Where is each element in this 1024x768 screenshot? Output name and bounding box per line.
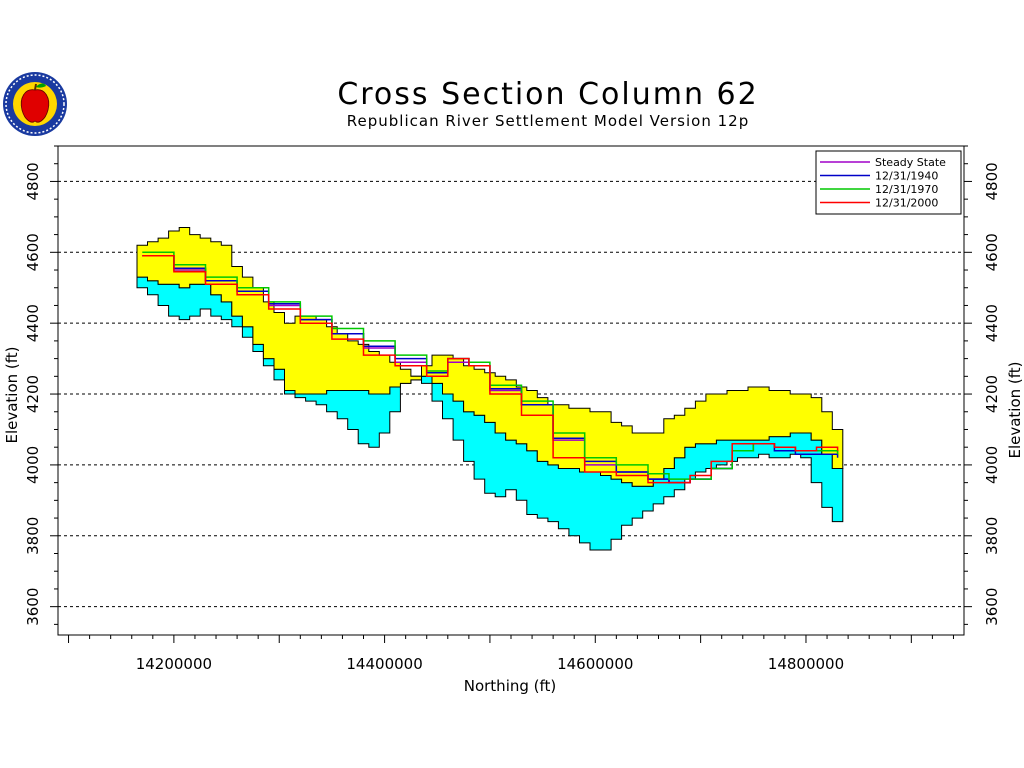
legend: Steady State12/31/194012/31/197012/31/20… — [815, 150, 962, 215]
legend-items: Steady State12/31/194012/31/197012/31/20… — [820, 156, 946, 210]
y-tick-label-left: 3800 — [24, 517, 42, 555]
legend-label: 12/31/2000 — [875, 197, 938, 210]
legend-label: 12/31/1970 — [875, 183, 938, 196]
x-tick-label: 14400000 — [346, 655, 422, 673]
series-lines — [142, 251, 839, 484]
x-axis-label: Northing (ft) — [464, 677, 557, 695]
y-tick-label-right: 4800 — [983, 162, 1001, 200]
series-line-2 — [142, 251, 839, 480]
y-tick-label-left: 4800 — [24, 162, 42, 200]
y-tick-label-right: 4600 — [983, 233, 1001, 271]
y-tick-label-right: 3600 — [983, 588, 1001, 626]
axis-tick-labels: 14200000 14400000 14600000 14800000 3600 3600… — [24, 162, 1001, 673]
upper-layer-area — [136, 227, 844, 487]
legend-label: Steady State — [875, 156, 946, 169]
y-tick-label-left: 4600 — [24, 233, 42, 271]
x-tick-label: 14600000 — [557, 655, 633, 673]
y-tick-label-left: 4400 — [24, 304, 42, 342]
y-tick-label-right: 4000 — [983, 446, 1001, 484]
y-tick-label-right: 4400 — [983, 304, 1001, 342]
chart-title: Cross Section Column 62 — [337, 77, 758, 112]
y-tick-label-left: 4000 — [24, 446, 42, 484]
layer-areas — [136, 227, 844, 551]
chart-subtitle: Republican River Settlement Model Versio… — [347, 112, 749, 130]
y-axis-label-right: Elevation (ft) — [1006, 361, 1024, 458]
x-tick-label: 14200000 — [136, 655, 212, 673]
legend-label: 12/31/1940 — [875, 170, 938, 183]
y-tick-label-left: 3600 — [24, 588, 42, 626]
series-line-3 — [142, 255, 839, 484]
x-tick-label: 14800000 — [768, 655, 844, 673]
y-tick-label-left: 4200 — [24, 375, 42, 413]
y-axis-label-left: Elevation (ft) — [3, 346, 21, 443]
apple-seal-logo-icon — [3, 72, 67, 136]
y-tick-label-right: 4200 — [983, 375, 1001, 413]
y-tick-label-right: 3800 — [983, 517, 1001, 555]
axis-ticks — [50, 145, 972, 643]
